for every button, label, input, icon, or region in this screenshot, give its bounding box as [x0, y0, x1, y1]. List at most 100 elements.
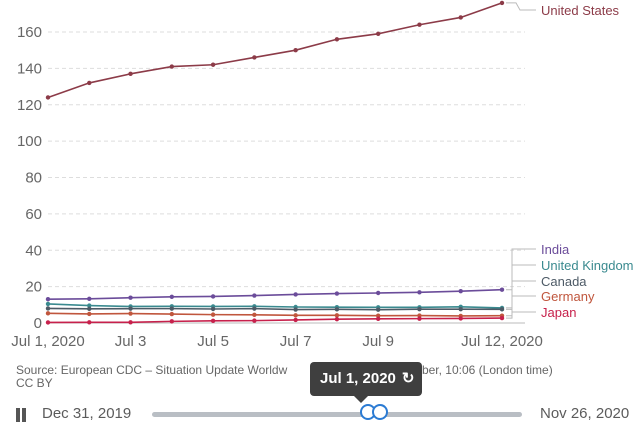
pause-button[interactable]: [14, 408, 28, 422]
y-tick-label: 160: [17, 24, 42, 41]
y-tick-label: 0: [34, 315, 42, 332]
data-point: [210, 62, 216, 67]
x-axis-tick-labels: Jul 1, 2020 Jul 3 Jul 5 Jul 7 Jul 9 Jul 12, 2…: [11, 333, 543, 350]
data-point: [499, 287, 505, 292]
series-label: United States: [541, 3, 620, 18]
x-tick-label: Jul 9: [362, 333, 394, 350]
data-point: [334, 316, 340, 322]
series-label: India: [541, 242, 570, 257]
data-point: [417, 306, 422, 312]
data-point: [417, 290, 422, 295]
data-point: [87, 303, 92, 308]
y-tick-label: 140: [17, 60, 42, 77]
data-point: [128, 320, 133, 325]
x-tick-label: Jul 7: [280, 333, 312, 350]
series-line: [47, 2, 503, 99]
source-text-start: Source: European CDC – Situation Update …: [16, 363, 288, 377]
data-point: [293, 317, 298, 323]
y-tick-label: 20: [25, 279, 42, 296]
label-connector: [506, 2, 536, 11]
label-connector: [506, 295, 536, 317]
series-label: Canada: [541, 274, 587, 289]
data-point: [293, 313, 298, 318]
data-point: [417, 22, 422, 27]
data-point: [375, 316, 381, 322]
timeline-end-handle[interactable]: [372, 404, 388, 420]
series-line: [47, 303, 503, 309]
x-tick-label: Jul 3: [115, 333, 147, 350]
data-point: [458, 15, 463, 20]
label-connector: [506, 311, 536, 319]
label-connector: [506, 280, 536, 310]
x-tick-label: Jul 1, 2020: [11, 333, 84, 350]
data-point: [417, 313, 422, 318]
source-license: CC BY: [16, 376, 53, 390]
data-point: [128, 295, 133, 300]
data-point: [499, 0, 505, 6]
gridlines: [48, 31, 525, 324]
data-point: [334, 291, 340, 296]
data-point: [210, 306, 216, 312]
loading-icon: ↻: [401, 370, 415, 387]
data-point: [45, 311, 51, 316]
data-point: [458, 306, 463, 312]
x-tick-label: Jul 5: [197, 333, 229, 350]
data-point: [45, 95, 51, 100]
series-line: [47, 312, 503, 317]
data-point: [458, 288, 463, 294]
pause-icon-bar: [16, 408, 20, 422]
data-point: [252, 318, 257, 323]
data-point: [252, 306, 257, 311]
timeline-controls: Dec 31, 2019 Nov 26, 2020: [0, 398, 639, 430]
data-point: [45, 306, 51, 311]
series-lines: [45, 0, 505, 325]
x-tick-label: Jul 12, 2020: [461, 333, 543, 350]
data-point: [210, 318, 216, 324]
series-label: Germany: [541, 289, 595, 304]
data-point: [45, 296, 51, 302]
y-tick-label: 120: [17, 97, 42, 114]
data-point: [169, 306, 175, 311]
data-point: [87, 320, 92, 325]
series-label: Japan: [541, 305, 576, 320]
data-point: [334, 37, 340, 42]
pause-icon-bar: [22, 408, 26, 422]
data-point: [293, 307, 298, 312]
data-point: [375, 290, 381, 296]
data-point: [210, 312, 216, 317]
series-line: [47, 307, 503, 311]
data-point: [375, 313, 381, 318]
timeline-end-date: Nov 26, 2020: [540, 405, 630, 422]
data-point: [293, 292, 298, 297]
timeline-tooltip: Jul 1, 2020 ↻: [310, 362, 422, 396]
data-point: [169, 64, 175, 69]
data-point: [334, 307, 340, 312]
y-axis-tick-labels: 0 20 40 60 80 100 120 140 160: [17, 24, 42, 332]
data-point: [375, 307, 381, 312]
y-tick-label: 80: [25, 170, 42, 187]
label-connector: [506, 248, 536, 291]
data-point: [169, 319, 175, 324]
timeline-track[interactable]: [152, 412, 522, 417]
data-point: [417, 316, 422, 321]
data-point: [252, 55, 257, 60]
data-point: [252, 293, 257, 298]
series-line: [47, 288, 503, 300]
data-point: [169, 294, 175, 300]
data-point: [128, 306, 133, 311]
data-point: [128, 71, 133, 77]
data-point: [499, 315, 505, 321]
y-tick-label: 40: [25, 242, 42, 259]
series-line: [47, 317, 503, 324]
tooltip-date: Jul 1, 2020: [320, 370, 396, 387]
data-point: [87, 296, 92, 302]
y-tick-label: 100: [17, 133, 42, 150]
data-point: [499, 307, 505, 312]
y-tick-label: 60: [25, 206, 42, 223]
data-point: [45, 320, 51, 325]
data-point: [252, 312, 257, 318]
data-point: [293, 47, 298, 53]
data-point: [87, 306, 92, 312]
